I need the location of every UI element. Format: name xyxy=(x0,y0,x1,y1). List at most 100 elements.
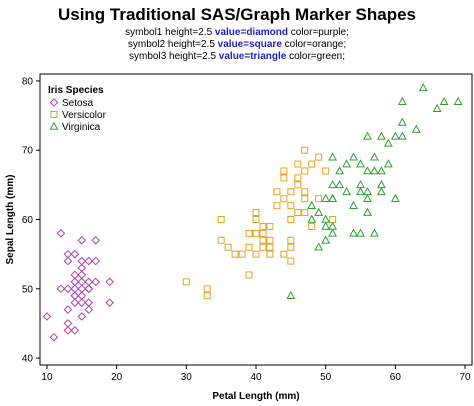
virginica-point xyxy=(314,242,324,251)
x-tick-label: 70 xyxy=(459,372,471,383)
virginica-point xyxy=(314,207,324,216)
setosa-point xyxy=(77,312,87,321)
versicolor-point xyxy=(308,222,316,230)
setosa-point xyxy=(63,326,73,335)
setosa-point xyxy=(77,263,87,273)
legend-setosa-label: Setosa xyxy=(62,98,94,109)
data-points xyxy=(42,83,463,342)
virginica-point xyxy=(376,131,386,140)
virginica-point xyxy=(321,235,331,244)
versicolor-point xyxy=(259,222,267,230)
subtitle-2-pre: symbol2 height=2.5 xyxy=(127,39,218,50)
versicolor-point xyxy=(252,209,260,217)
versicolor-point xyxy=(217,216,225,223)
subtitle-line-1: symbol1 height=2.5 value=diamond color=p… xyxy=(0,27,474,39)
virginica-point xyxy=(418,83,428,92)
setosa-point xyxy=(70,277,80,287)
axis-ticks: 10 20 30 40 50 60 70 40 50 60 70 80 xyxy=(22,76,471,383)
setosa-point xyxy=(105,277,114,287)
legend-virginica-label: Virginica xyxy=(62,122,101,133)
subtitle-3-keyword: value=triangle xyxy=(218,51,287,62)
setosa-point xyxy=(70,298,80,307)
virginica-point xyxy=(321,221,331,230)
versicolor-point xyxy=(301,188,309,196)
versicolor-point xyxy=(322,167,330,175)
versicolor-point xyxy=(245,243,253,251)
virginica-point xyxy=(321,214,331,223)
virginica-point xyxy=(363,207,372,216)
setosa-point xyxy=(70,291,80,301)
virginica-point xyxy=(328,228,338,237)
versicolor-point xyxy=(217,236,225,244)
setosa-point xyxy=(63,256,73,266)
versicolor-point xyxy=(287,236,295,244)
setosa-point xyxy=(84,305,94,314)
virginica-point xyxy=(370,166,379,175)
y-tick-label: 70 xyxy=(22,146,34,157)
versicolor-point xyxy=(280,174,288,182)
virginica-point xyxy=(349,152,358,161)
setosa-point xyxy=(77,277,87,287)
setosa-point xyxy=(84,284,94,294)
virginica-point xyxy=(307,200,317,209)
virginica-point xyxy=(397,96,407,106)
setosa-point xyxy=(70,270,80,280)
x-tick-label: 50 xyxy=(320,372,332,383)
setosa-point xyxy=(91,235,101,245)
setosa-point xyxy=(77,284,87,294)
x-axis-label: Petal Length (mm) xyxy=(212,391,299,402)
virginica-point xyxy=(349,228,358,237)
virginica-point xyxy=(390,131,400,140)
virginica-point xyxy=(363,166,372,175)
virginica-point xyxy=(356,159,365,168)
setosa-point xyxy=(63,305,73,314)
virginica-point xyxy=(383,159,393,168)
versicolor-point xyxy=(266,250,274,258)
virginica-point xyxy=(349,200,358,209)
virginica-point xyxy=(328,152,338,161)
virginica-point xyxy=(328,180,338,189)
legend-versicolor-marker xyxy=(50,111,58,118)
setosa-point xyxy=(56,284,66,294)
versicolor-point xyxy=(252,229,260,237)
versicolor-point xyxy=(287,188,295,196)
setosa-point xyxy=(77,270,87,280)
versicolor-point xyxy=(294,209,302,217)
setosa-point xyxy=(77,235,87,245)
versicolor-point xyxy=(252,216,260,223)
setosa-point xyxy=(77,298,87,307)
legend-virginica-marker xyxy=(49,121,59,130)
setosa-point xyxy=(70,249,80,259)
virginica-point xyxy=(376,166,386,175)
subtitle-1-post: color=purple; xyxy=(287,27,349,38)
versicolor-point xyxy=(294,181,302,189)
versicolor-point xyxy=(273,188,281,196)
virginica-point xyxy=(307,214,317,223)
versicolor-point xyxy=(287,216,295,223)
subtitle-2-post: color=orange; xyxy=(281,39,347,50)
virginica-point xyxy=(370,228,379,237)
virginica-point xyxy=(363,193,372,203)
versicolor-point xyxy=(273,202,281,210)
subtitle-1-keyword: value=diamond xyxy=(214,27,288,38)
legend-versicolor-label: Versicolor xyxy=(62,110,107,121)
virginica-point xyxy=(328,193,338,203)
virginica-point xyxy=(335,166,345,175)
setosa-point xyxy=(70,291,80,301)
subtitle-3-pre: symbol3 height=2.5 xyxy=(129,51,219,62)
versicolor-point xyxy=(266,222,274,230)
versicolor-point xyxy=(315,153,323,161)
y-tick-label: 50 xyxy=(22,284,34,295)
versicolor-point xyxy=(315,195,323,203)
versicolor-point xyxy=(280,250,288,258)
versicolor-point xyxy=(287,257,295,265)
versicolor-point xyxy=(301,146,309,154)
versicolor-point xyxy=(182,278,190,286)
subtitle-1-pre: symbol1 height=2.5 xyxy=(125,27,215,38)
virginica-point xyxy=(328,221,338,230)
chart-title: Using Traditional SAS/Graph Marker Shape… xyxy=(57,5,417,24)
virginica-point xyxy=(376,180,386,189)
virginica-point xyxy=(356,228,365,237)
versicolor-point xyxy=(259,236,267,244)
